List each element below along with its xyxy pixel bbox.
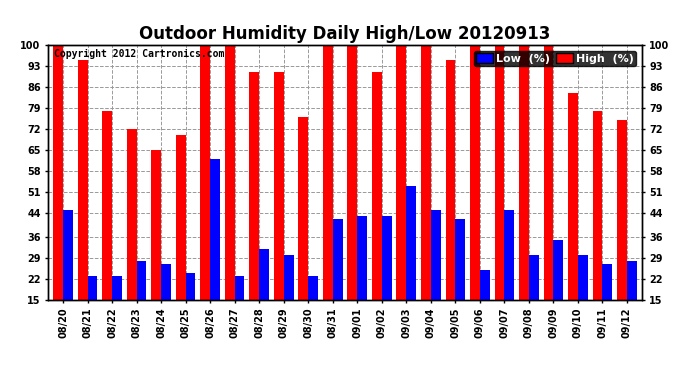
- Bar: [357, 216, 367, 345]
- Bar: [210, 159, 220, 345]
- Bar: [372, 72, 382, 345]
- Bar: [627, 261, 637, 345]
- Bar: [259, 249, 269, 345]
- Bar: [529, 255, 539, 345]
- Bar: [470, 45, 480, 345]
- Bar: [602, 264, 612, 345]
- Bar: [176, 135, 186, 345]
- Bar: [617, 120, 627, 345]
- Bar: [397, 45, 406, 345]
- Bar: [78, 60, 88, 345]
- Bar: [308, 276, 318, 345]
- Text: Copyright 2012 Cartronics.com: Copyright 2012 Cartronics.com: [55, 49, 225, 59]
- Bar: [568, 93, 578, 345]
- Bar: [88, 276, 97, 345]
- Bar: [53, 45, 63, 345]
- Title: Outdoor Humidity Daily High/Low 20120913: Outdoor Humidity Daily High/Low 20120913: [139, 26, 551, 44]
- Bar: [578, 255, 588, 345]
- Bar: [137, 261, 146, 345]
- Bar: [544, 45, 553, 345]
- Bar: [480, 270, 490, 345]
- Bar: [200, 45, 210, 345]
- Bar: [112, 276, 122, 345]
- Bar: [406, 186, 416, 345]
- Bar: [593, 111, 602, 345]
- Bar: [274, 72, 284, 345]
- Bar: [323, 45, 333, 345]
- Bar: [161, 264, 171, 345]
- Bar: [519, 45, 529, 345]
- Bar: [421, 45, 431, 345]
- Bar: [102, 111, 112, 345]
- Bar: [446, 60, 455, 345]
- Bar: [298, 117, 308, 345]
- Bar: [455, 219, 465, 345]
- Bar: [504, 210, 514, 345]
- Bar: [235, 276, 244, 345]
- Bar: [333, 219, 342, 345]
- Bar: [225, 45, 235, 345]
- Bar: [348, 45, 357, 345]
- Bar: [284, 255, 293, 345]
- Bar: [495, 45, 504, 345]
- Bar: [431, 210, 441, 345]
- Bar: [127, 129, 137, 345]
- Bar: [151, 150, 161, 345]
- Bar: [63, 210, 73, 345]
- Bar: [249, 72, 259, 345]
- Bar: [382, 216, 392, 345]
- Bar: [186, 273, 195, 345]
- Legend: Low  (%), High  (%): Low (%), High (%): [474, 51, 636, 66]
- Bar: [553, 240, 563, 345]
